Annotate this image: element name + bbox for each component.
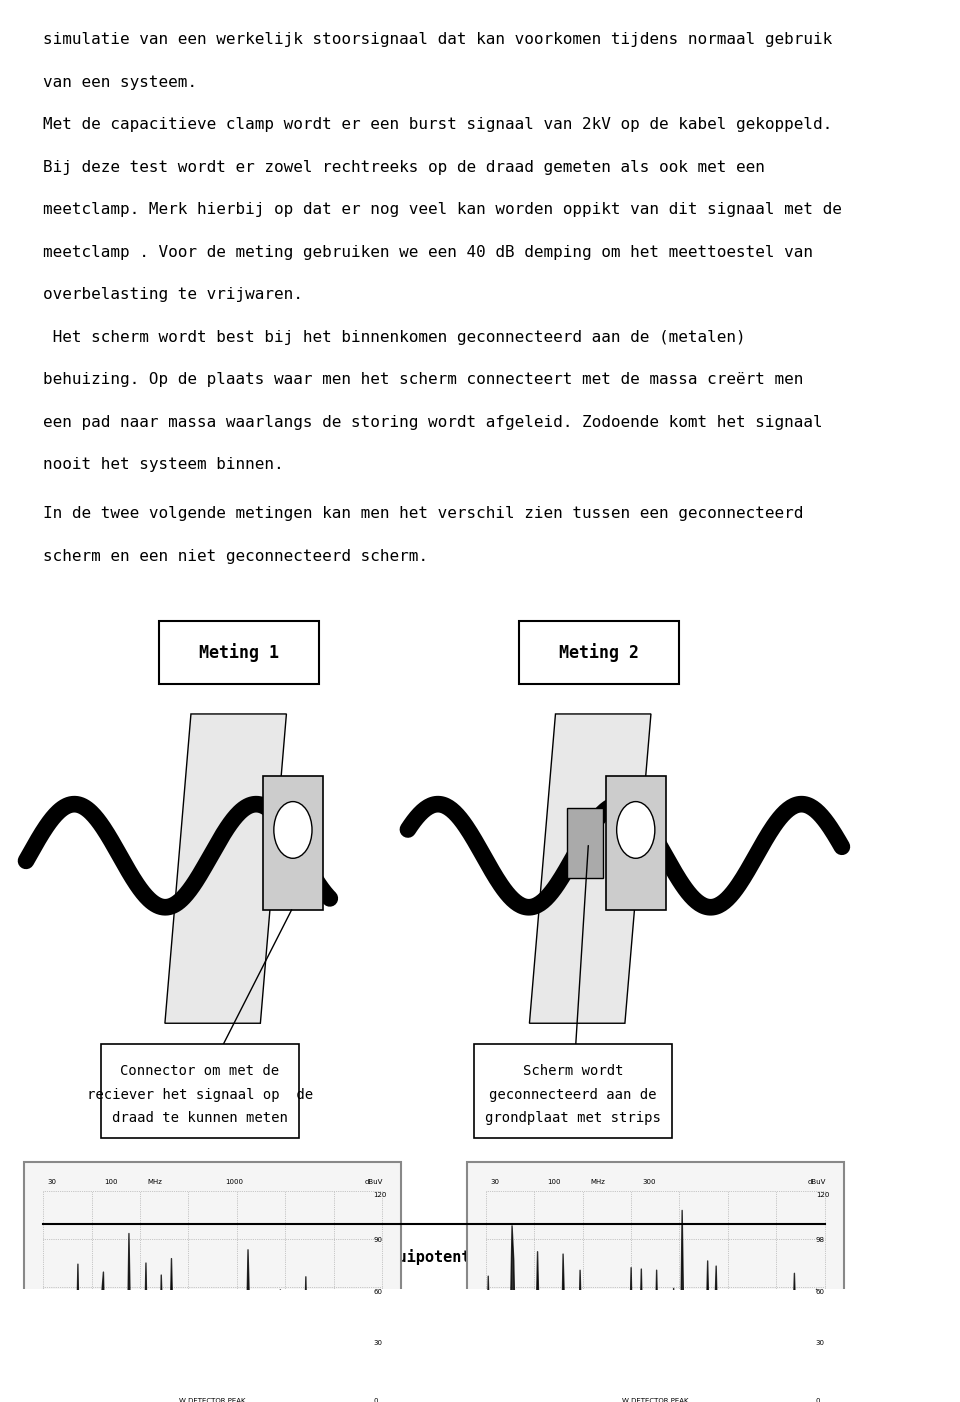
FancyBboxPatch shape bbox=[566, 808, 603, 878]
Text: 30: 30 bbox=[491, 1179, 499, 1185]
Text: reciever het signaal op  de: reciever het signaal op de bbox=[86, 1088, 313, 1102]
Text: Debaets Wouter: Debaets Wouter bbox=[43, 1249, 171, 1265]
Text: 1000: 1000 bbox=[226, 1179, 244, 1185]
Text: scherm en een niet geconnecteerd scherm.: scherm en een niet geconnecteerd scherm. bbox=[43, 550, 428, 564]
Text: van een systeem.: van een systeem. bbox=[43, 74, 198, 90]
Text: meetclamp. Merk hierbij op dat er nog veel kan worden oppikt van dit signaal met: meetclamp. Merk hierbij op dat er nog ve… bbox=[43, 202, 842, 217]
Text: 30: 30 bbox=[373, 1340, 382, 1346]
Circle shape bbox=[274, 802, 312, 858]
Text: dBuV: dBuV bbox=[365, 1179, 383, 1185]
Text: MHz: MHz bbox=[148, 1179, 162, 1185]
Text: 100: 100 bbox=[547, 1179, 561, 1185]
FancyBboxPatch shape bbox=[263, 775, 323, 910]
FancyBboxPatch shape bbox=[519, 621, 679, 684]
Polygon shape bbox=[529, 714, 651, 1023]
Text: 120: 120 bbox=[816, 1192, 829, 1199]
Text: 90: 90 bbox=[373, 1238, 382, 1244]
FancyBboxPatch shape bbox=[606, 775, 665, 910]
Text: 60: 60 bbox=[816, 1288, 825, 1295]
FancyBboxPatch shape bbox=[474, 1044, 672, 1138]
Text: een pad naar massa waarlangs de storing wordt afgeleid. Zodoende komt het signaa: een pad naar massa waarlangs de storing … bbox=[43, 415, 823, 430]
Text: 120: 120 bbox=[373, 1192, 387, 1199]
Text: dBuV: dBuV bbox=[807, 1179, 826, 1185]
FancyBboxPatch shape bbox=[24, 1162, 401, 1402]
Text: geconnecteerd aan de: geconnecteerd aan de bbox=[489, 1088, 657, 1102]
Text: Met de capacitieve clamp wordt er een burst signaal van 2kV op de kabel gekoppel: Met de capacitieve clamp wordt er een bu… bbox=[43, 118, 832, 132]
Text: 100: 100 bbox=[104, 1179, 118, 1185]
Text: 30: 30 bbox=[816, 1340, 825, 1346]
Text: simulatie van een werkelijk stoorsignaal dat kan voorkomen tijdens normaal gebru: simulatie van een werkelijk stoorsignaal… bbox=[43, 32, 832, 48]
Text: grondplaat met strips: grondplaat met strips bbox=[485, 1110, 660, 1124]
Text: Bij deze test wordt er zowel rechtreeks op de draad gemeten als ook met een: Bij deze test wordt er zowel rechtreeks … bbox=[43, 160, 765, 175]
Text: behuizing. Op de plaats waar men het scherm connecteert met de massa creërt men: behuizing. Op de plaats waar men het sch… bbox=[43, 373, 804, 387]
Circle shape bbox=[616, 802, 655, 858]
Text: 30: 30 bbox=[48, 1179, 57, 1185]
Text: 0: 0 bbox=[816, 1398, 821, 1402]
Text: 0: 0 bbox=[373, 1398, 377, 1402]
Text: W DETECTOR PEAK: W DETECTOR PEAK bbox=[622, 1398, 688, 1402]
Text: meetclamp . Voor de meting gebruiken we een 40 dB demping om het meettoestel van: meetclamp . Voor de meting gebruiken we … bbox=[43, 245, 813, 259]
Text: 300: 300 bbox=[642, 1179, 656, 1185]
Text: Scherm wordt: Scherm wordt bbox=[522, 1064, 623, 1078]
Text: In de twee volgende metingen kan men het verschil zien tussen een geconnecteerd: In de twee volgende metingen kan men het… bbox=[43, 506, 804, 522]
FancyBboxPatch shape bbox=[467, 1162, 844, 1402]
Text: W DETECTOR PEAK: W DETECTOR PEAK bbox=[180, 1398, 246, 1402]
Text: Connector om met de: Connector om met de bbox=[120, 1064, 279, 1078]
Text: draad te kunnen meten: draad te kunnen meten bbox=[111, 1110, 288, 1124]
Text: 60: 60 bbox=[373, 1288, 382, 1295]
Text: Meting 1: Meting 1 bbox=[199, 644, 278, 662]
Text: Meting 2: Meting 2 bbox=[559, 644, 638, 662]
Polygon shape bbox=[165, 714, 286, 1023]
Text: Het scherm wordt best bij het binnenkomen geconnecteerd aan de (metalen): Het scherm wordt best bij het binnenkome… bbox=[43, 329, 746, 345]
Text: EMC SYS : Equipotentiale vlakken: EMC SYS : Equipotentiale vlakken bbox=[288, 1249, 580, 1265]
Text: overbelasting te vrijwaren.: overbelasting te vrijwaren. bbox=[43, 287, 303, 303]
Text: nooit het systeem binnen.: nooit het systeem binnen. bbox=[43, 457, 284, 472]
FancyBboxPatch shape bbox=[158, 621, 319, 684]
Text: 98: 98 bbox=[816, 1238, 825, 1244]
Text: Pag. 16: Pag. 16 bbox=[760, 1249, 825, 1265]
FancyBboxPatch shape bbox=[101, 1044, 299, 1138]
Text: MHz: MHz bbox=[590, 1179, 605, 1185]
